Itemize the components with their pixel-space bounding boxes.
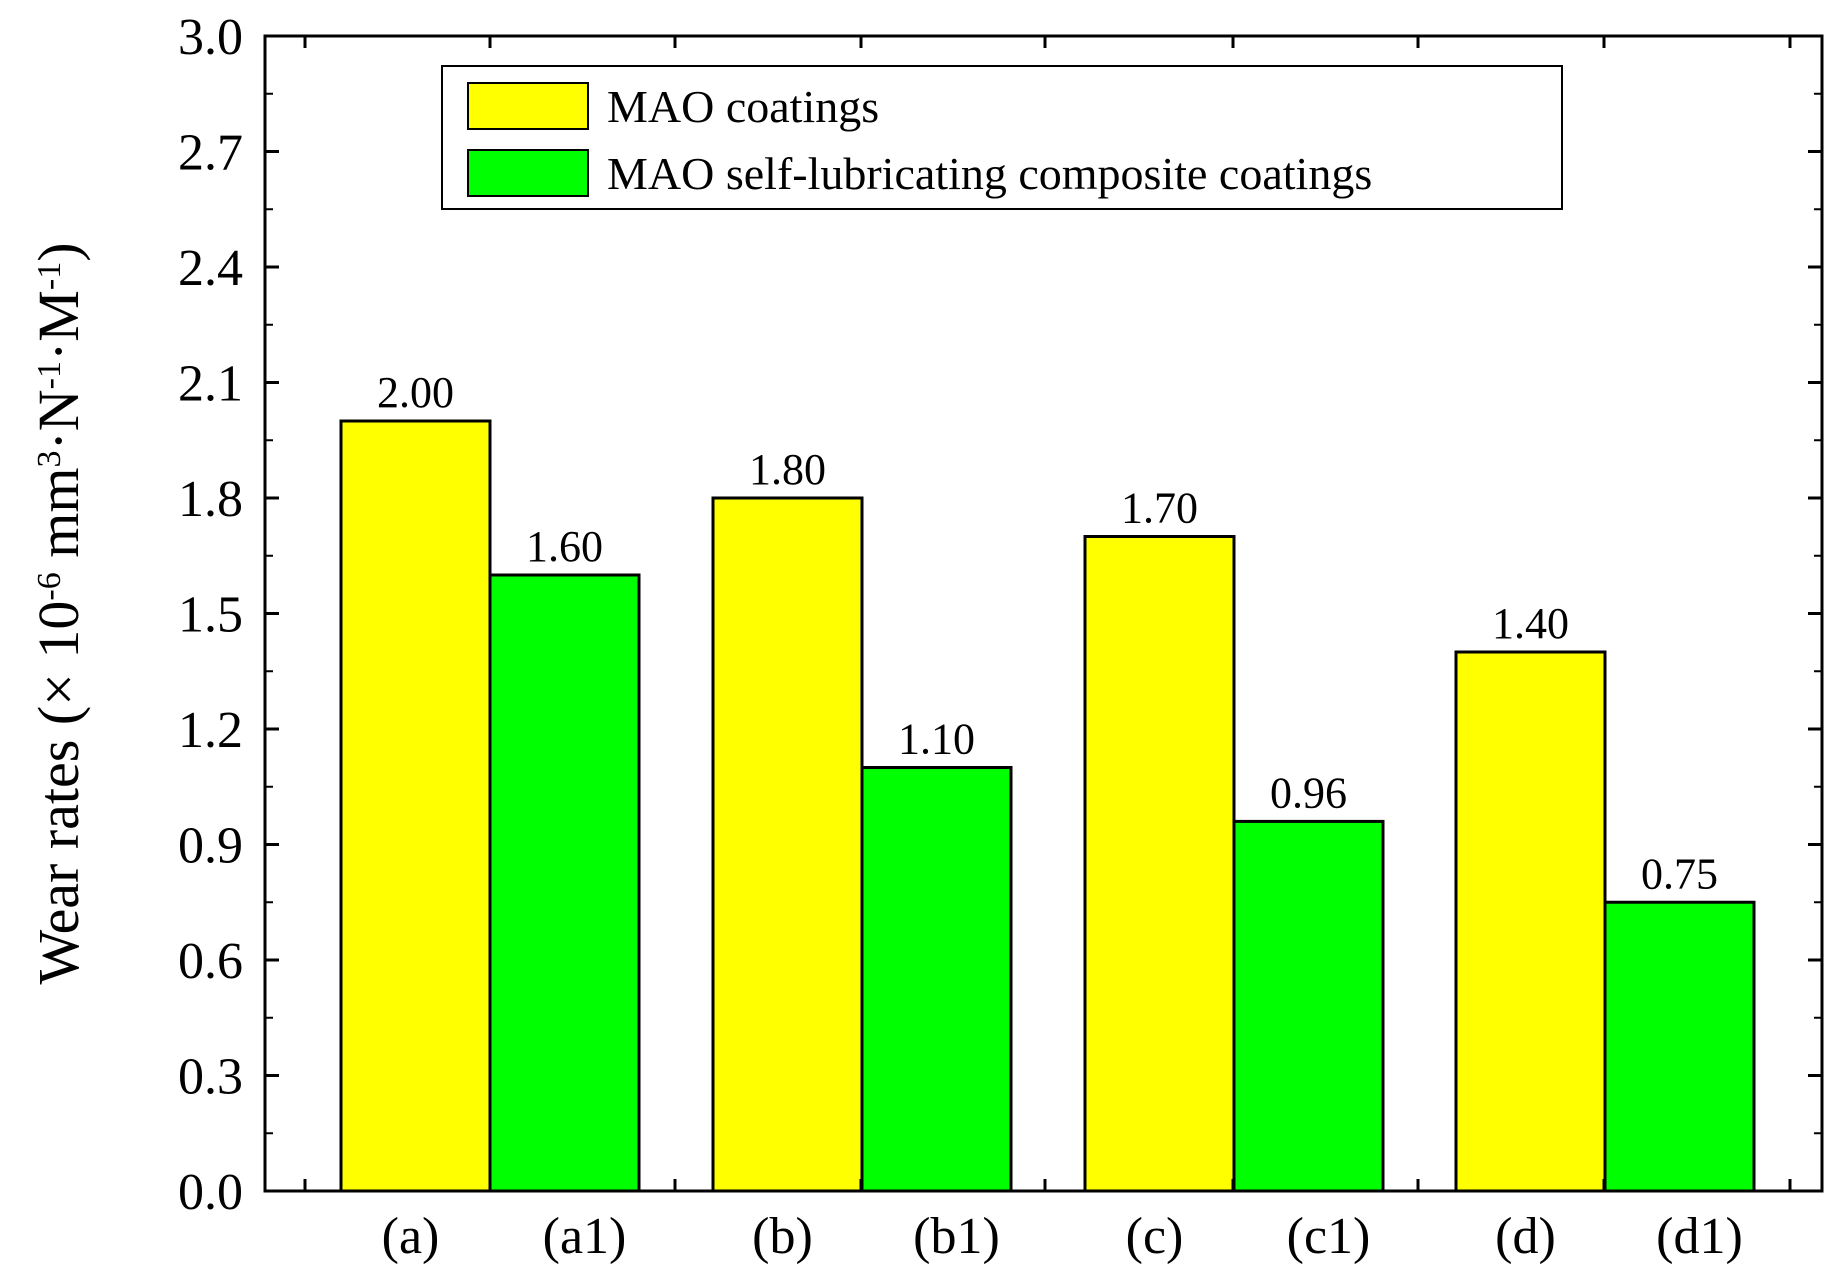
x-category-label: (a1) — [543, 1208, 627, 1265]
x-category-label: (d) — [1495, 1208, 1556, 1265]
data-label: 0.96 — [1270, 768, 1347, 817]
y-tick-label: 0.3 — [178, 1049, 243, 1106]
bar-b — [711, 496, 864, 1193]
x-category-label: (b) — [752, 1208, 813, 1265]
x-category-label: (b1) — [913, 1208, 1000, 1265]
legend-label-composite: MAO self-lubricating composite coatings — [607, 148, 1372, 199]
legend-swatch-mao — [467, 82, 589, 130]
data-label: 1.60 — [526, 522, 603, 571]
bar-b1 — [860, 766, 1013, 1193]
y-tick-label: 0.9 — [178, 818, 243, 875]
legend-swatch-composite — [467, 149, 589, 197]
y-tick-label: 2.7 — [178, 125, 243, 182]
legend: MAO coatings MAO self-lubricating compos… — [441, 65, 1563, 210]
bars-layer: 2.00 (a) 1.60 (a1) 1.80 (b) 1.10 (b1) 1.70 (c) 0.9… — [339, 368, 1756, 1265]
y-axis-title: Wear rates (× 10-6 mm3·N-1·M-1) — [26, 242, 91, 984]
data-label: 0.75 — [1641, 849, 1718, 898]
ticks-layer: 0.0 0.3 0.6 0.9 1.2 1.5 1.8 2.1 2.4 2.7 3.0 — [178, 9, 1822, 1221]
y-tick-label: 0.6 — [178, 933, 243, 990]
bar-c — [1083, 535, 1236, 1193]
x-category-label: (c1) — [1287, 1208, 1371, 1265]
y-tick-label: 1.8 — [178, 471, 243, 528]
y-tick-label: 1.2 — [178, 702, 243, 759]
bar-a1 — [488, 573, 641, 1193]
bar-d1 — [1603, 900, 1756, 1193]
data-label: 1.80 — [749, 445, 826, 494]
bar-d — [1454, 650, 1607, 1193]
y-tick-label: 0.0 — [178, 1164, 243, 1221]
data-label: 1.10 — [898, 715, 975, 764]
data-label: 1.40 — [1492, 599, 1569, 648]
y-tick-label: 2.4 — [178, 240, 243, 297]
data-label: 2.00 — [377, 368, 454, 417]
plot-frame — [263, 34, 1824, 1193]
data-label: 1.70 — [1121, 484, 1198, 533]
y-tick-label: 2.1 — [178, 356, 243, 413]
legend-label-mao: MAO coatings — [607, 81, 879, 132]
legend-box — [441, 65, 1563, 210]
y-tick-label: 3.0 — [178, 9, 243, 66]
y-tick-label: 1.5 — [178, 587, 243, 644]
x-category-label: (a) — [382, 1208, 440, 1265]
x-category-label: (c) — [1126, 1208, 1184, 1265]
bar-a — [339, 419, 492, 1193]
x-category-label: (d1) — [1656, 1208, 1743, 1265]
bar-c1 — [1232, 819, 1385, 1193]
